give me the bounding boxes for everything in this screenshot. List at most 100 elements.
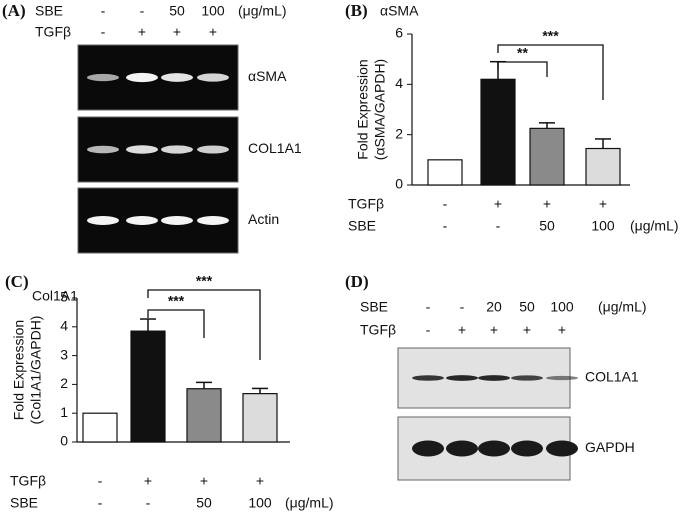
- lane-value: -: [426, 322, 431, 338]
- lane-value: -: [140, 3, 145, 19]
- y-axis-label: Fold Expression: [11, 320, 27, 420]
- condition-value: -: [146, 495, 151, 511]
- lane-value: -: [101, 24, 106, 40]
- condition-value: +: [494, 196, 502, 212]
- lane-value: +: [209, 24, 217, 40]
- band: [197, 73, 229, 82]
- condition-value: -: [443, 218, 448, 234]
- y-tick-label: 2: [60, 375, 68, 391]
- panel-label: (C): [5, 272, 29, 291]
- y-tick-label: 0: [60, 433, 68, 449]
- y-axis-label: (αSMA/GAPDH): [372, 59, 388, 160]
- band: [197, 216, 229, 225]
- band-label: αSMA: [248, 68, 287, 84]
- y-tick-label: 4: [395, 75, 403, 91]
- bar: [480, 78, 516, 186]
- row-name: TGFβ: [360, 322, 396, 338]
- y-axis-label: Fold Expression: [355, 59, 371, 159]
- significance-bracket: [147, 289, 261, 360]
- y-tick-label: 2: [395, 125, 403, 141]
- significance-label: ***: [196, 273, 213, 289]
- lane-value: -: [426, 299, 431, 315]
- condition-value: +: [543, 196, 551, 212]
- panel-label: (D): [345, 272, 369, 291]
- band: [197, 145, 229, 154]
- band: [87, 216, 119, 225]
- band: [161, 145, 193, 154]
- band: [511, 440, 543, 457]
- band-label: GAPDH: [585, 439, 635, 455]
- condition-value: 100: [591, 218, 615, 234]
- significance-bracket: [147, 309, 205, 338]
- condition-value: 50: [539, 218, 555, 234]
- unit: (μg/mL): [238, 3, 287, 19]
- row-name: SBE: [35, 3, 63, 19]
- lane-value: 20: [486, 299, 502, 315]
- row-name: SBE: [360, 299, 388, 315]
- lane-value: -: [460, 299, 465, 315]
- condition-value: +: [599, 196, 607, 212]
- condition-value: -: [98, 495, 103, 511]
- y-tick-label: 6: [395, 25, 403, 41]
- band: [546, 375, 578, 381]
- band: [87, 145, 119, 154]
- bar: [82, 412, 118, 443]
- significance-label: ***: [542, 28, 559, 44]
- y-tick-label: 3: [60, 346, 68, 362]
- band-label: COL1A1: [585, 369, 639, 385]
- bar: [427, 159, 463, 186]
- band: [161, 216, 193, 225]
- lane-value: +: [558, 322, 566, 338]
- y-tick-label: 4: [60, 318, 68, 334]
- bar: [585, 147, 621, 186]
- panel-label: (A): [2, 1, 26, 20]
- lane-value: +: [490, 322, 498, 338]
- y-tick-label: 0: [395, 176, 403, 192]
- band: [161, 73, 193, 82]
- bar: [529, 127, 565, 186]
- chart-title: αSMA: [380, 3, 419, 19]
- lane-value: +: [173, 24, 181, 40]
- lane-value: 50: [519, 299, 535, 315]
- band: [412, 440, 444, 457]
- significance-bracket: [497, 44, 604, 100]
- row-name: SBE: [348, 218, 376, 234]
- lane-value: 100: [550, 299, 574, 315]
- condition-value: -: [443, 196, 448, 212]
- unit: (μg/mL): [630, 218, 679, 234]
- lane-value: +: [523, 322, 531, 338]
- lane-value: +: [138, 24, 146, 40]
- bar: [130, 330, 166, 443]
- band-label: Actin: [248, 211, 279, 227]
- condition-value: -: [496, 218, 501, 234]
- significance-bracket: [497, 61, 548, 77]
- band: [126, 145, 158, 154]
- chart-title: Col1A1: [32, 288, 78, 304]
- unit: (μg/mL): [598, 299, 647, 315]
- y-axis-label: (Col1A1/GAPDH): [28, 316, 44, 425]
- lane-value: -: [101, 3, 106, 19]
- band: [87, 73, 119, 82]
- band: [446, 375, 478, 381]
- condition-value: +: [200, 473, 208, 489]
- band-label: COL1A1: [248, 140, 302, 156]
- panel-label: (B): [345, 1, 368, 20]
- condition-value: 50: [196, 495, 212, 511]
- band: [126, 72, 158, 83]
- band: [126, 216, 158, 225]
- lane-value: 50: [169, 3, 185, 19]
- lane-value: 100: [201, 3, 225, 19]
- condition-value: -: [98, 473, 103, 489]
- condition-value: 100: [248, 495, 272, 511]
- y-tick-label: 5: [60, 289, 68, 305]
- band: [478, 375, 510, 381]
- unit: (μg/mL): [285, 495, 334, 511]
- row-name: TGFβ: [35, 24, 71, 40]
- band: [478, 440, 510, 457]
- band: [446, 440, 478, 457]
- lane-value: +: [458, 322, 466, 338]
- row-name: TGFβ: [10, 473, 46, 489]
- row-name: TGFβ: [348, 196, 384, 212]
- significance-label: ***: [168, 293, 185, 309]
